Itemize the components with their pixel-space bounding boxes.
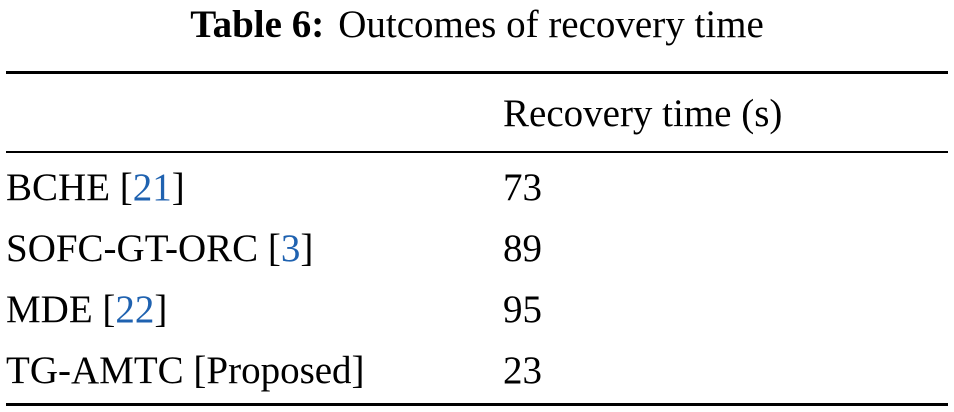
value-cell: 95 xyxy=(503,288,542,331)
header-cell: Recovery time (s) xyxy=(503,92,783,135)
method-text: ] xyxy=(171,166,185,209)
top-rule xyxy=(6,71,948,74)
value-cell: 23 xyxy=(503,349,542,392)
value-cell: 73 xyxy=(503,166,542,209)
mid-rule xyxy=(6,151,948,153)
value-cell: 89 xyxy=(503,227,542,270)
method-text: ] xyxy=(300,227,314,270)
method-text: TG-AMTC [Proposed] xyxy=(6,349,365,392)
method-text: ] xyxy=(154,288,168,331)
method-cell: MDE [22] xyxy=(6,285,167,335)
bottom-rule xyxy=(6,403,948,406)
method-text: MDE [ xyxy=(6,288,116,331)
method-cell: TG-AMTC [Proposed] xyxy=(6,346,365,396)
citation: 3 xyxy=(280,227,301,270)
method-text: SOFC-GT-ORC [ xyxy=(6,227,281,270)
method-text: BCHE [ xyxy=(6,166,133,209)
method-cell: SOFC-GT-ORC [3] xyxy=(6,224,313,274)
citation: 21 xyxy=(132,166,172,209)
citation: 22 xyxy=(115,288,155,331)
caption: Table 6: Outcomes of recovery time xyxy=(0,0,954,50)
method-cell: BCHE [21] xyxy=(6,163,185,213)
caption-text: Outcomes of recovery time xyxy=(338,3,764,46)
caption-label: Table 6: xyxy=(190,3,325,46)
